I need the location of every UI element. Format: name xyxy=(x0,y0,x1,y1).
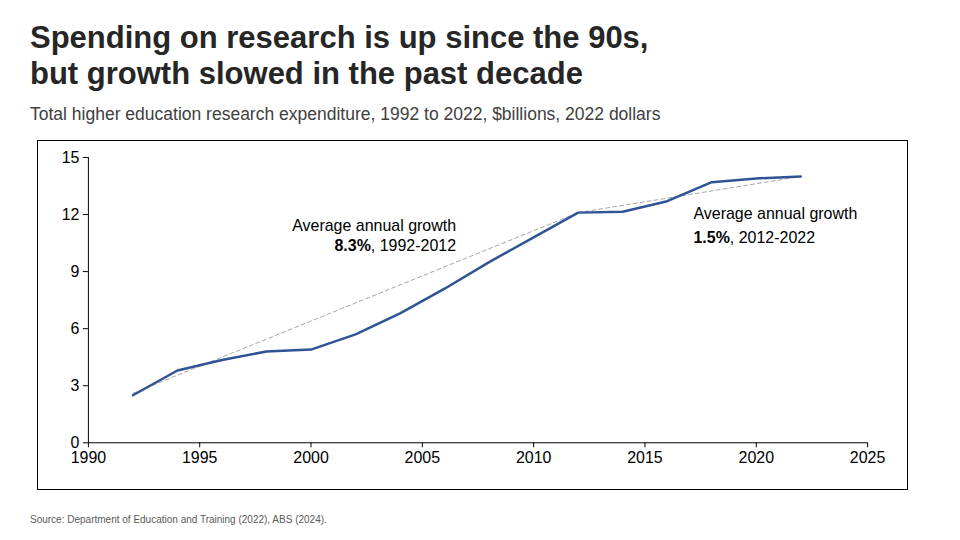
svg-text:Average annual growth: Average annual growth xyxy=(693,205,857,222)
svg-text:0: 0 xyxy=(70,433,80,451)
svg-text:8.3%, 1992-2012: 8.3%, 1992-2012 xyxy=(335,237,457,254)
svg-text:1.5%, 2012-2022: 1.5%, 2012-2022 xyxy=(693,229,815,246)
svg-text:2015: 2015 xyxy=(627,449,663,466)
svg-text:6: 6 xyxy=(71,320,80,337)
svg-text:2020: 2020 xyxy=(739,449,775,466)
svg-text:9: 9 xyxy=(71,263,80,280)
svg-text:2000: 2000 xyxy=(293,449,329,466)
svg-text:2010: 2010 xyxy=(516,449,552,466)
svg-text:12: 12 xyxy=(62,206,80,223)
svg-text:3: 3 xyxy=(71,377,80,394)
html-text:Source: Department of Educatio: Source: Department of Education and Trai… xyxy=(30,514,327,525)
html-text:Spending on research is up sin: Spending on research is up since the 90s… xyxy=(30,20,649,91)
svg-text:2025: 2025 xyxy=(850,449,886,466)
svg-text:Average annual growth: Average annual growth xyxy=(292,217,456,234)
svg-text:15: 15 xyxy=(62,149,80,166)
svg-text:2005: 2005 xyxy=(405,449,441,466)
html-text:Total higher education researc: Total higher education research expendit… xyxy=(30,104,661,124)
svg-text:1990: 1990 xyxy=(71,449,107,466)
svg-text:1995: 1995 xyxy=(182,449,218,466)
